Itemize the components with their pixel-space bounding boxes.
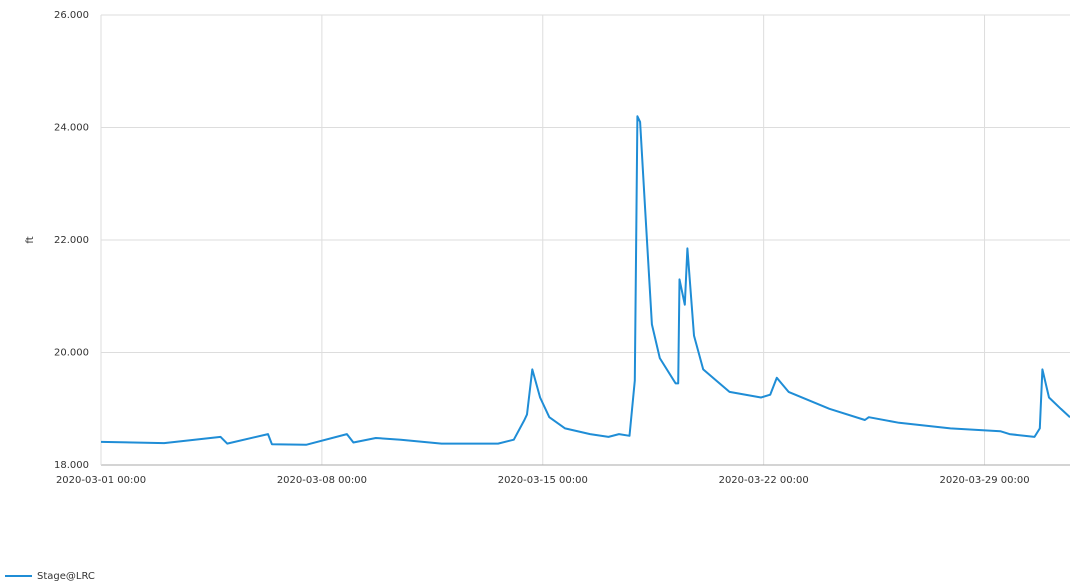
y-tick-label: 26.000: [54, 10, 89, 21]
y-tick-label: 18.000: [54, 460, 89, 471]
x-tick-label: 2020-03-29 00:00: [939, 475, 1029, 486]
y-axis-label: ft: [25, 236, 36, 243]
y-tick-label: 22.000: [54, 235, 89, 246]
x-tick-label: 2020-03-01 00:00: [56, 475, 146, 486]
x-tick-label: 2020-03-22 00:00: [719, 475, 809, 486]
series-line: [100, 115, 1070, 446]
x-tick-label: 2020-03-15 00:00: [498, 475, 588, 486]
legend-label: Stage@LRC: [37, 571, 95, 582]
y-tick-label: 20.000: [54, 348, 89, 359]
x-tick-label: 2020-03-08 00:00: [277, 475, 367, 486]
y-tick-label: 24.000: [54, 123, 89, 134]
